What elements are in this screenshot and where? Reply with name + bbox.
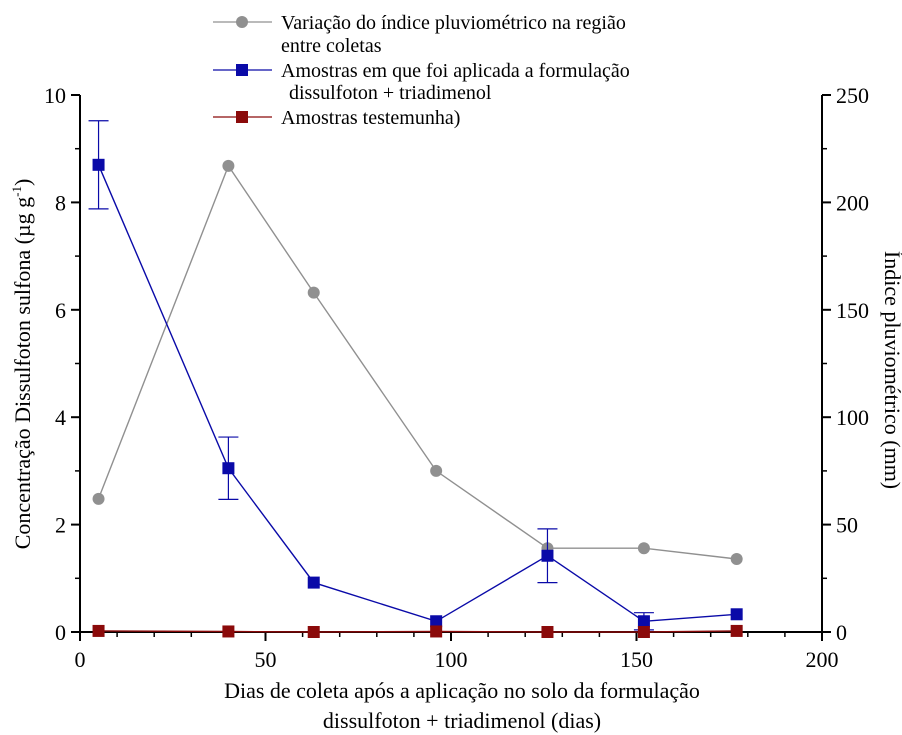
y-right-tick-label: 200 <box>836 190 869 215</box>
y-left-tick-labels: 0 2 4 6 8 10 <box>44 83 66 645</box>
x-tick-label: 50 <box>255 647 277 672</box>
data-point <box>730 608 743 621</box>
data-point <box>430 625 443 638</box>
data-point <box>92 624 105 637</box>
y-left-tick-label: 4 <box>55 405 66 430</box>
y-left-tick-label: 8 <box>55 190 66 215</box>
data-point <box>222 625 235 638</box>
data-point <box>307 626 320 638</box>
x-tick-label: 150 <box>620 647 653 672</box>
y-right-tick-label: 150 <box>836 298 869 323</box>
legend-control-marker <box>236 111 248 123</box>
series-rain <box>92 159 743 565</box>
series-rain-line <box>97 164 737 560</box>
x-axis-label-line2: dissulfoton + triadimenol (dias) <box>323 708 601 733</box>
data-point <box>730 624 743 637</box>
legend-rain-label-line2: entre coletas <box>281 35 382 57</box>
y-left-tick-label: 6 <box>55 298 66 323</box>
data-point <box>430 615 443 628</box>
data-point <box>307 576 320 589</box>
y-left-axis-label-sup: -1 <box>9 186 24 197</box>
legend: Variação do índice pluviométrico na regi… <box>213 12 630 129</box>
data-point <box>307 286 320 299</box>
y-left-tick-label: 2 <box>55 513 66 538</box>
y-right-tick-label: 50 <box>836 513 858 538</box>
y-left-tick-label: 0 <box>55 620 66 645</box>
x-tick-labels: 0 50 100 150 200 <box>75 647 839 672</box>
y-left-axis-label: Concentração Dissulfoton sulfona (µg g-1… <box>9 179 35 550</box>
data-point <box>92 158 105 171</box>
series-layer <box>88 120 743 638</box>
y-left-axis-label-main: Concentração Dissulfoton sulfona (µg g <box>10 197 35 549</box>
legend-treated-marker <box>236 64 248 76</box>
legend-rain-label-line1: Variação do índice pluviométrico na regi… <box>281 12 626 34</box>
x-tick-label: 100 <box>435 647 468 672</box>
data-point <box>222 462 235 475</box>
data-point <box>222 159 235 172</box>
x-tick-label: 0 <box>75 647 86 672</box>
data-point <box>92 492 105 505</box>
legend-rain-marker <box>236 16 248 28</box>
y-left-axis-label-close: ) <box>10 179 35 186</box>
data-point <box>430 464 443 477</box>
y-right-tick-labels: 0 50 100 150 200 250 <box>836 83 869 645</box>
x-axis-label-line1: Dias de coleta após a aplicação no solo … <box>224 678 700 703</box>
x-tick-label: 200 <box>806 647 839 672</box>
data-point <box>730 552 743 565</box>
data-point <box>541 549 554 562</box>
data-point <box>637 542 650 555</box>
y-left-tick-label: 10 <box>44 83 66 108</box>
data-point <box>541 626 554 638</box>
legend-treated-label-line2: dissulfoton + triadimenol <box>289 82 492 104</box>
y-right-tick-label: 100 <box>836 405 869 430</box>
y-right-axis-label: Índice pluviométrico (mm) <box>880 251 902 489</box>
data-point <box>637 615 650 628</box>
y-right-tick-label: 250 <box>836 83 869 108</box>
legend-control-label: Amostras testemunha) <box>281 107 460 129</box>
y-right-tick-label: 0 <box>836 620 847 645</box>
series-control <box>92 624 743 638</box>
legend-treated-label-line1: Amostras em que foi aplicada a formulaçã… <box>281 60 630 82</box>
data-point <box>637 626 650 638</box>
